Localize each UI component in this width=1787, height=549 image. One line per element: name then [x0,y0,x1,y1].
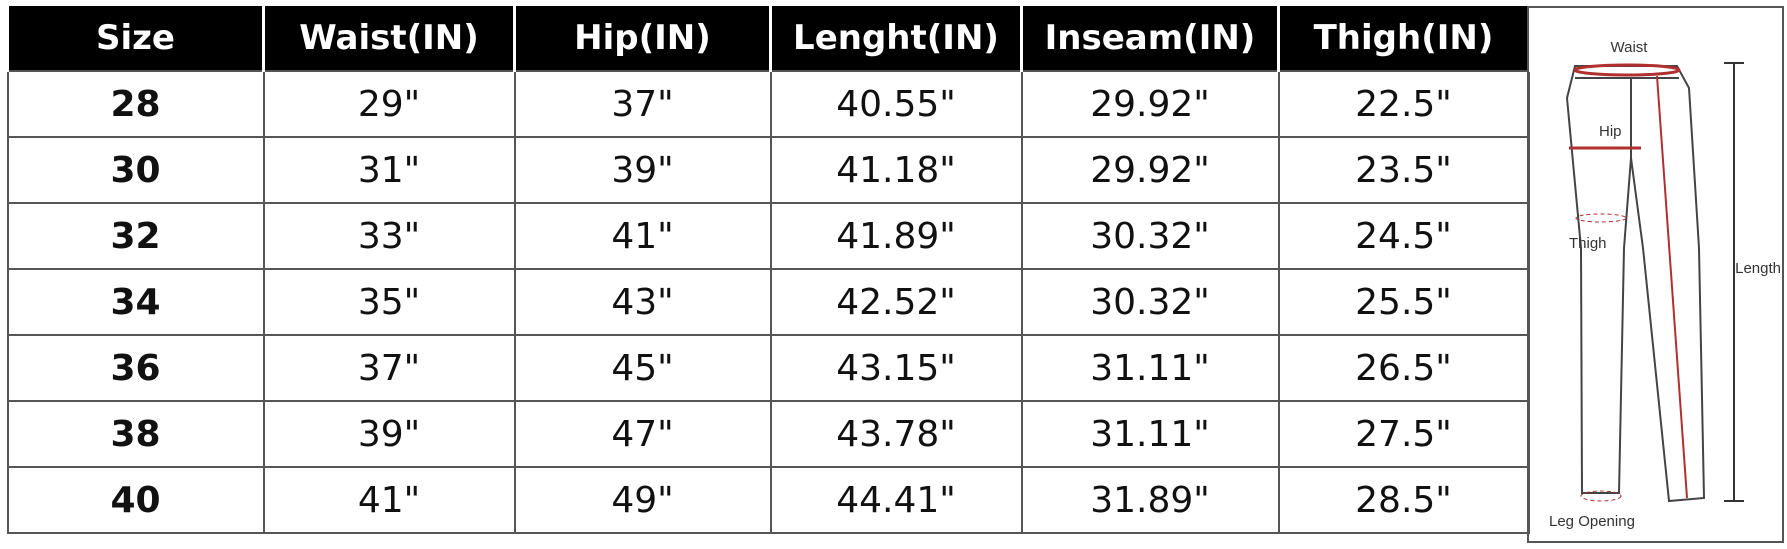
size-cell: 36 [6,334,265,402]
measure-cell: 41" [513,202,772,270]
table-row: 34 35" 43" 42.52" 30.32" 25.5" [6,268,1530,336]
thigh-marker [1575,213,1627,223]
measure-cell: 40.55" [769,70,1023,138]
measure-cell: 43.15" [769,334,1023,402]
table-row: 38 39" 47" 43.78" 31.11" 27.5" [6,400,1530,468]
measure-cell: 29" [262,70,516,138]
measure-cell: 30.32" [1020,268,1280,336]
waist-marker [1573,63,1681,77]
measure-cell: 42.52" [769,268,1023,336]
measure-cell: 37" [513,70,772,138]
measure-cell: 23.5" [1277,136,1530,204]
thigh-label: Thigh [1569,235,1607,252]
measure-cell: 31" [262,136,516,204]
measure-cell: 31.11" [1020,334,1280,402]
measure-cell: 43.78" [769,400,1023,468]
measure-cell: 41.18" [769,136,1023,204]
measure-cell: 29.92" [1020,70,1280,138]
measure-cell: 35" [262,268,516,336]
measure-cell: 29.92" [1020,136,1280,204]
table-body: 28 29" 37" 40.55" 29.92" 22.5" 30 31" 39" 41.18" 2… [6,70,1530,534]
length-label: Length [1735,260,1781,277]
table-row: 32 33" 41" 41.89" 30.32" 24.5" [6,202,1530,270]
measure-cell: 28.5" [1277,466,1530,534]
header-cell: Lenght(IN) [769,6,1023,71]
measure-cell: 49" [513,466,772,534]
header-cell: Waist(IN) [262,6,516,71]
pants-outline [1565,65,1706,503]
measure-cell: 39" [262,400,516,468]
measure-cell: 37" [262,334,516,402]
measure-cell: 44.41" [769,466,1023,534]
waist-label: Waist [1611,39,1649,56]
size-cell: 38 [6,400,265,468]
measure-cell: 26.5" [1277,334,1530,402]
measure-cell: 43" [513,268,772,336]
table-row: 28 29" 37" 40.55" 29.92" 22.5" [6,70,1530,138]
size-cell: 40 [6,466,265,534]
pants-diagram: Waist Hip Thigh Length Leg Opening [1527,6,1784,543]
measure-cell: 27.5" [1277,400,1530,468]
header-cell: Inseam(IN) [1020,6,1280,71]
table-row: 36 37" 45" 43.15" 31.11" 26.5" [6,334,1530,402]
hip-label: Hip [1599,123,1622,140]
measure-cell: 24.5" [1277,202,1530,270]
size-cell: 28 [6,70,265,138]
header-cell: Thigh(IN) [1277,6,1530,71]
length-marker [1656,75,1688,499]
table-row: 30 31" 39" 41.18" 29.92" 23.5" [6,136,1530,204]
size-cell: 34 [6,268,265,336]
leg-opening-marker [1580,490,1622,502]
leg-opening-label: Leg Opening [1549,513,1635,530]
measure-cell: 25.5" [1277,268,1530,336]
measure-cell: 47" [513,400,772,468]
table-row: 40 41" 49" 44.41" 31.89" 28.5" [6,466,1530,534]
size-table: Size Waist(IN) Hip(IN) Lenght(IN) Inseam(IN)… [6,6,1530,534]
measure-cell: 31.89" [1020,466,1280,534]
measure-cell: 39" [513,136,772,204]
measure-cell: 31.11" [1020,400,1280,468]
measure-cell: 33" [262,202,516,270]
header-cell: Size [6,6,265,71]
measure-cell: 22.5" [1277,70,1530,138]
header-cell: Hip(IN) [513,6,772,71]
size-cell: 32 [6,202,265,270]
measure-cell: 41.89" [769,202,1023,270]
measure-cell: 45" [513,334,772,402]
measure-cell: 30.32" [1020,202,1280,270]
measure-cell: 41" [262,466,516,534]
header-row: Size Waist(IN) Hip(IN) Lenght(IN) Inseam(IN)… [6,6,1530,71]
size-cell: 30 [6,136,265,204]
